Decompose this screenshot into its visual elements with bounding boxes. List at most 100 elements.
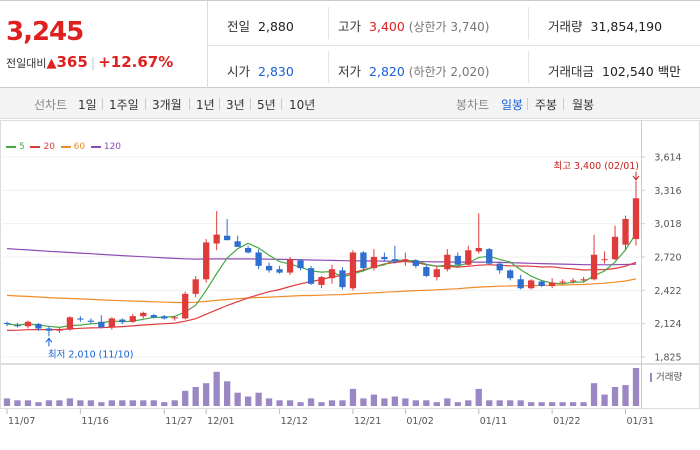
volume-bar: [465, 400, 472, 406]
low-arrow-icon: [45, 337, 53, 347]
volume-bar: [528, 402, 535, 406]
candle-body: [328, 269, 336, 279]
candle-body: [423, 267, 430, 276]
volume-bar: [24, 400, 32, 406]
x-tick-label: 12/01: [207, 416, 234, 427]
candle-body: [224, 235, 231, 241]
volume-bar: [611, 387, 619, 406]
volume-bar: [569, 402, 577, 406]
volume-bar: [538, 402, 545, 406]
tab-10year[interactable]: 10년: [289, 98, 316, 112]
candle-body: [66, 317, 74, 330]
tab-5year[interactable]: 5년: [257, 98, 276, 112]
quote-header: 3,245 전일대비▲365 | +12.67% 전일 2,880 고가 3,400 (…: [0, 0, 700, 88]
volume-bar: [140, 400, 147, 406]
tab-3month[interactable]: 3개월: [152, 98, 182, 112]
tab-3year[interactable]: 3년: [226, 98, 245, 112]
volume-bar: [402, 398, 409, 406]
volume-bar: [203, 383, 210, 406]
candle-body: [171, 317, 178, 319]
tab-1week[interactable]: 1주일: [109, 98, 139, 112]
volume-bar: [339, 400, 346, 406]
volume-bar: [559, 402, 566, 406]
ma120-line: [6, 248, 637, 266]
tab-1day[interactable]: 1일: [78, 98, 97, 112]
candle-body: [129, 316, 136, 322]
volume-bar: [318, 402, 325, 406]
candle-body: [632, 198, 640, 240]
candle-body: [234, 241, 241, 247]
volume-bar: [265, 398, 273, 406]
candle-body: [622, 218, 629, 245]
candle-body: [486, 249, 493, 264]
volume-bar: [66, 398, 74, 406]
candle-body: [244, 248, 252, 253]
volume-bar: [307, 398, 315, 406]
volume-bar: [381, 398, 388, 406]
candle-body: [391, 259, 399, 262]
current-price: 3,245: [6, 17, 84, 47]
candle-body: [559, 281, 566, 283]
ma-legend: 5 20 60 120: [6, 142, 121, 152]
y-tick-label: 1,825: [654, 353, 681, 364]
volume-bar: [35, 402, 42, 406]
legend-ma120: 120: [90, 142, 121, 152]
candle-body: [339, 270, 346, 288]
high-arrow-icon: [632, 171, 640, 181]
candle-body: [265, 265, 273, 271]
open-cell: 시가 2,830: [227, 61, 294, 80]
y-tick-label: 2,720: [654, 253, 681, 264]
amount-cell: 거래대금 102,540 백만: [548, 61, 681, 80]
volume-bar: [87, 400, 95, 406]
volume-bar: [56, 400, 63, 406]
volume-bar: [391, 396, 399, 406]
candle-body: [182, 293, 189, 319]
x-tick-label: 11/16: [81, 416, 108, 427]
legend-ma60: 60: [60, 142, 85, 152]
volume-bar: [98, 402, 105, 406]
x-tick-label: 12/12: [281, 416, 308, 427]
candle-body: [14, 325, 21, 327]
amount-value: 102,540: [602, 64, 654, 79]
candle-body: [150, 315, 157, 318]
volume-axis-label: 거래량: [656, 371, 682, 383]
volume-bar: [412, 400, 419, 406]
volume-bar: [622, 385, 629, 406]
volume-bar: [161, 402, 168, 406]
volume-bar: [580, 402, 587, 406]
change-percent: +12.67%: [98, 53, 174, 71]
volume-bar: [297, 402, 304, 406]
volume-bar: [507, 400, 514, 406]
candle-body: [475, 248, 482, 252]
volume-bar: [590, 383, 598, 406]
candle-body: [601, 259, 608, 261]
volume-bar: [370, 394, 378, 406]
volume-bar: [433, 402, 440, 406]
volume-bar: [632, 368, 640, 406]
candle-body: [297, 260, 304, 269]
volume-bar: [182, 390, 189, 406]
tab-monthly[interactable]: 월봉: [572, 98, 595, 112]
x-tick-label: 01/31: [627, 416, 654, 427]
tab-weekly[interactable]: 주봉: [535, 98, 558, 112]
candle-body: [402, 259, 409, 262]
candle-body: [318, 277, 325, 285]
tab-1year[interactable]: 1년: [196, 98, 215, 112]
volume-bar: [45, 400, 53, 406]
candle-body: [381, 256, 388, 260]
tab-daily[interactable]: 일봉: [501, 98, 524, 112]
candle-body: [580, 279, 587, 281]
candle-body: [433, 269, 440, 278]
volume-bar: [601, 394, 608, 406]
candle-body: [517, 279, 524, 289]
candle-body: [370, 256, 378, 269]
candle-body: [307, 268, 315, 284]
open-value: 2,830: [258, 64, 294, 79]
volume-bar: [517, 400, 524, 406]
candle-body: [276, 269, 283, 273]
change-row: 전일대비▲365 | +12.67%: [6, 53, 174, 71]
price-box: 3,245 전일대비▲365 | +12.67%: [0, 1, 208, 88]
volume-bar: [548, 402, 556, 406]
candle-body: [412, 260, 419, 266]
